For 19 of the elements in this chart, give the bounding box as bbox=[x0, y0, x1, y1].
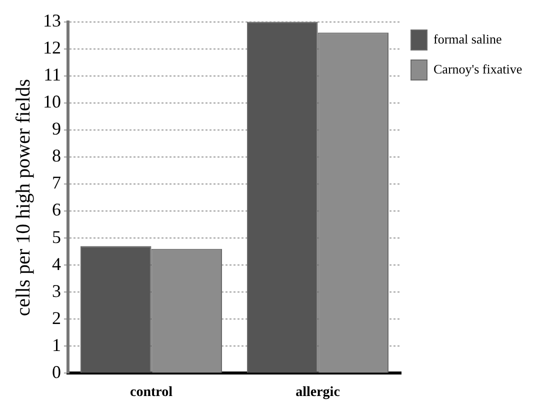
x-tick-label: allergic bbox=[296, 385, 340, 400]
y-tick-label: 9 bbox=[52, 118, 61, 139]
x-tick-label: control bbox=[130, 385, 173, 400]
y-tick-label: 8 bbox=[52, 146, 61, 166]
y-tick-label: 13 bbox=[43, 10, 61, 31]
y-tick-label: 7 bbox=[52, 172, 61, 193]
y-tick-label: 10 bbox=[43, 92, 61, 112]
y-tick-label: 5 bbox=[52, 226, 61, 247]
y-tick-label: 6 bbox=[52, 200, 61, 220]
y-tick-label: 3 bbox=[52, 280, 61, 301]
y-tick-label: 0 bbox=[52, 362, 61, 382]
legend-label: formal saline bbox=[434, 31, 502, 46]
y-tick-label: 12 bbox=[43, 38, 61, 58]
y-tick-label: 1 bbox=[52, 334, 61, 355]
y-axis-title: cells per 10 high power fields bbox=[12, 78, 34, 316]
legend-label: Carnoy's fixative bbox=[434, 61, 522, 76]
y-tick-label: 11 bbox=[44, 64, 61, 85]
y-tick-label: 4 bbox=[52, 254, 61, 274]
y-tick-label: 2 bbox=[52, 308, 61, 328]
